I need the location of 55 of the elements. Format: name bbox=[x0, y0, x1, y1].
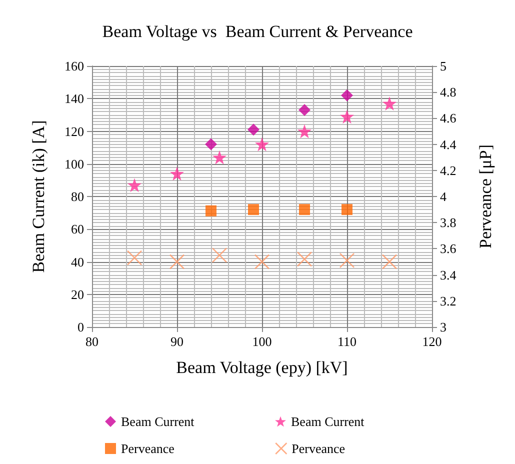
x-tick-label: 100 bbox=[252, 334, 272, 349]
x-tick-label: 110 bbox=[337, 334, 357, 349]
point bbox=[255, 137, 269, 152]
legend-label: Perveance bbox=[292, 441, 346, 456]
y-tick-label: 80 bbox=[71, 189, 84, 204]
y-tick-label: 0 bbox=[78, 320, 84, 334]
point bbox=[296, 251, 312, 267]
point bbox=[254, 254, 270, 270]
legend-label: Beam Current bbox=[291, 414, 365, 429]
y-tick-label: 20 bbox=[71, 286, 84, 302]
point bbox=[382, 254, 398, 270]
y-tick-label: 100 bbox=[64, 156, 84, 172]
point bbox=[248, 124, 260, 136]
point bbox=[126, 250, 142, 266]
x-tick-label: 90 bbox=[170, 334, 184, 349]
point bbox=[169, 254, 185, 270]
y2-tick-label: 4.8 bbox=[440, 84, 456, 100]
y-tick-label: 40 bbox=[71, 254, 84, 270]
y2-tick-label: 4 bbox=[440, 189, 447, 204]
y2-axis-title: Perveance [μP] bbox=[476, 144, 495, 248]
point bbox=[206, 205, 216, 216]
chart-title: Beam Voltage vs Beam Current & Perveance bbox=[102, 22, 413, 41]
point bbox=[212, 248, 228, 263]
x-tick-label: 80 bbox=[86, 334, 98, 349]
y2-tick-label: 3.2 bbox=[440, 293, 456, 308]
point bbox=[339, 252, 355, 268]
y-axis-title: Beam Current (ik) [A] bbox=[29, 120, 48, 273]
point bbox=[298, 104, 310, 116]
y2-tick-label: 3.8 bbox=[440, 215, 456, 230]
point bbox=[298, 124, 312, 138]
x-tick-label: 120 bbox=[422, 334, 442, 349]
point bbox=[205, 138, 217, 150]
y2-tick-label: 5 bbox=[440, 58, 446, 74]
point bbox=[382, 96, 396, 111]
y2-tick-label: 3 bbox=[440, 320, 446, 334]
y2-tick-label: 3.4 bbox=[440, 267, 457, 282]
legend-label: Beam Current bbox=[121, 414, 195, 429]
point bbox=[342, 204, 352, 216]
y2-tick-label: 4.6 bbox=[440, 110, 457, 126]
y-tick-label: 60 bbox=[71, 222, 84, 237]
legend-label: Perveance bbox=[121, 441, 175, 456]
y2-tick-label: 4.4 bbox=[440, 136, 457, 152]
point bbox=[299, 204, 310, 216]
y-tick-label: 160 bbox=[64, 58, 84, 74]
point bbox=[248, 204, 259, 216]
point bbox=[212, 150, 226, 164]
y2-tick-label: 3.6 bbox=[440, 241, 457, 256]
y-tick-label: 140 bbox=[64, 91, 84, 106]
y2-tick-label: 4.2 bbox=[440, 162, 456, 178]
point bbox=[340, 110, 354, 124]
point bbox=[341, 89, 353, 102]
y-tick-label: 120 bbox=[64, 124, 84, 139]
point bbox=[170, 166, 184, 181]
x-axis-title: Beam Voltage (epy) [kV] bbox=[176, 358, 348, 377]
point bbox=[128, 178, 142, 192]
